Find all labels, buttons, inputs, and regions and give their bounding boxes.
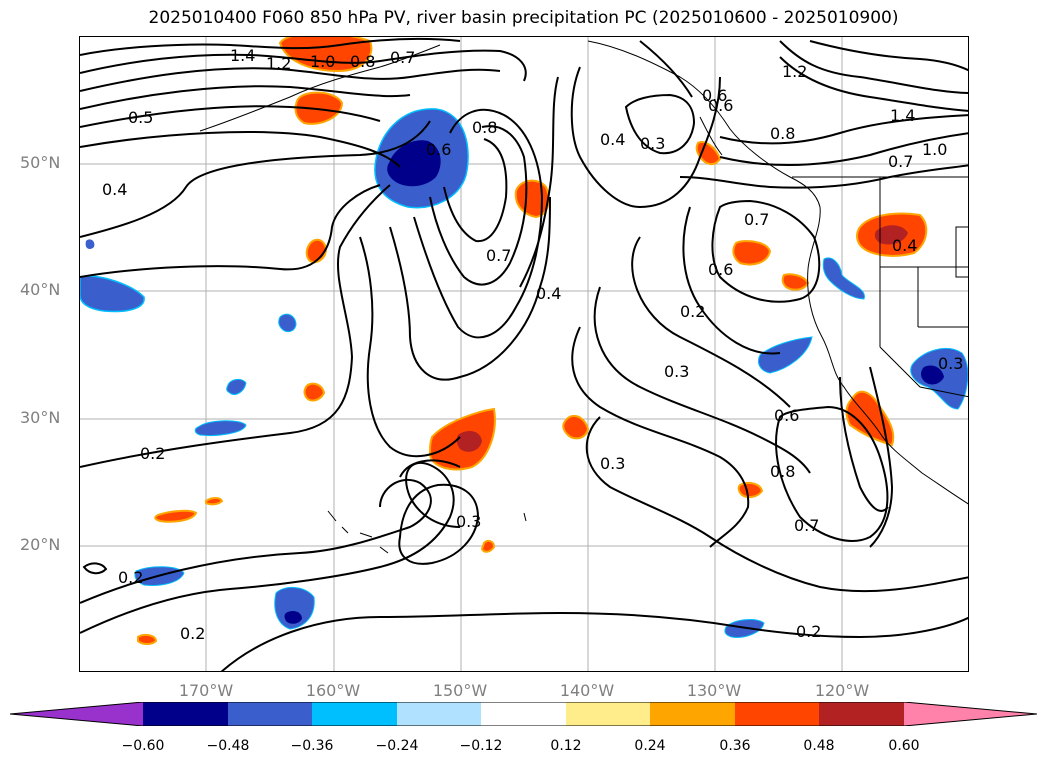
lat-label: 50°N xyxy=(20,153,61,172)
colorbar-tick-label: 0.12 xyxy=(550,738,582,754)
contour-label: 0.8 xyxy=(472,118,497,137)
contour-label: 0.2 xyxy=(796,622,821,641)
map-panel: 1.4 1.2 1.0 0.8 0.7 0.5 0.4 0.6 0.8 0.7 … xyxy=(79,36,969,672)
colorbar-tick-label: 0.60 xyxy=(888,738,920,754)
contour-label: 1.4 xyxy=(230,46,255,65)
colorbar-tick-label: −0.36 xyxy=(290,738,334,754)
colorbar-segment xyxy=(735,702,819,726)
pv-contours xyxy=(80,37,968,671)
contour-label: 1.4 xyxy=(890,106,915,125)
colorbar-segment xyxy=(819,702,904,726)
contour-label: 1.2 xyxy=(782,62,807,81)
contour-label: 0.6 xyxy=(708,96,733,115)
contour-label: 1.0 xyxy=(310,52,335,71)
lat-label: 30°N xyxy=(20,408,61,427)
colorbar-segment xyxy=(904,702,1037,726)
colorbar-segment xyxy=(143,702,228,726)
colorbar-tick-label: −0.12 xyxy=(459,738,503,754)
lon-label: 150°W xyxy=(432,681,488,700)
colorbar-segment xyxy=(566,702,650,726)
contour-label: 0.7 xyxy=(486,246,511,265)
lon-label: 160°W xyxy=(305,681,361,700)
contour-label: 0.6 xyxy=(708,260,733,279)
lon-label: 130°W xyxy=(686,681,742,700)
contour-label: 0.8 xyxy=(770,462,795,481)
contour-labels: 1.4 1.2 1.0 0.8 0.7 0.5 0.4 0.6 0.8 0.7 … xyxy=(102,46,963,643)
contour-label: 0.3 xyxy=(600,454,625,473)
lat-label: 20°N xyxy=(20,535,61,554)
lat-label: 40°N xyxy=(20,280,61,299)
colorbar-segment xyxy=(10,702,143,726)
contour-label: 0.4 xyxy=(600,130,625,149)
contour-label: 0.7 xyxy=(744,210,769,229)
colorbar-tick-label: 0.24 xyxy=(634,738,666,754)
contour-label: 0.2 xyxy=(118,568,143,587)
contour-label: 1.2 xyxy=(266,54,291,73)
contour-label: 0.6 xyxy=(774,406,799,425)
colorbar-segment xyxy=(481,702,566,726)
colorbar-segment xyxy=(397,702,481,726)
colorbar-tick-label: −0.24 xyxy=(375,738,419,754)
colorbar-segment xyxy=(228,702,312,726)
map-title: 2025010400 F060 850 hPa PV, river basin … xyxy=(148,8,899,28)
contour-label: 0.7 xyxy=(390,48,415,67)
contour-label: 0.5 xyxy=(128,108,153,127)
contour-label: 0.2 xyxy=(680,302,705,321)
contour-label: 0.8 xyxy=(350,52,375,71)
contour-label: 0.8 xyxy=(770,124,795,143)
lon-label: 170°W xyxy=(178,681,234,700)
colorbar-tick-label: 0.48 xyxy=(803,738,835,754)
contour-label: 0.4 xyxy=(102,180,127,199)
colorbar-tick-label: −0.48 xyxy=(206,738,250,754)
contour-label: 0.7 xyxy=(794,516,819,535)
colorbar-segment xyxy=(650,702,735,726)
contour-label: 0.4 xyxy=(892,236,917,255)
lon-label: 120°W xyxy=(814,681,870,700)
colorbar xyxy=(10,702,1037,726)
contour-label: 0.6 xyxy=(426,140,451,159)
contour-label: 1.0 xyxy=(922,140,947,159)
contour-label: 0.3 xyxy=(938,354,963,373)
contour-label: 0.7 xyxy=(888,152,913,171)
contour-label: 0.3 xyxy=(640,134,665,153)
colorbar-tick-label: 0.36 xyxy=(719,738,751,754)
lon-label: 140°W xyxy=(559,681,615,700)
contour-label: 0.3 xyxy=(456,512,481,531)
precip-shading xyxy=(80,37,968,645)
contour-label: 0.2 xyxy=(180,624,205,643)
contour-label: 0.6 xyxy=(702,86,727,105)
contour-label: 0.2 xyxy=(140,444,165,463)
colorbar-tick-label: −0.60 xyxy=(121,738,165,754)
colorbar-segment xyxy=(312,702,397,726)
contour-label: 0.4 xyxy=(536,284,561,303)
contour-label: 0.3 xyxy=(664,362,689,381)
